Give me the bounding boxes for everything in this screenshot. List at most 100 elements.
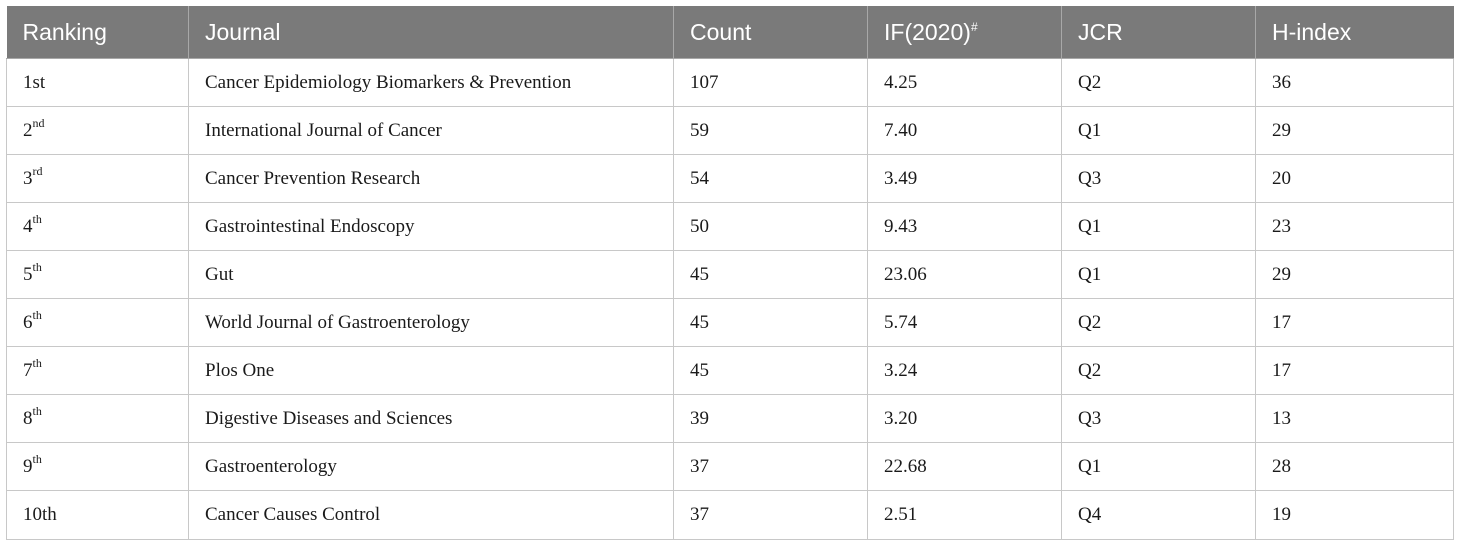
cell-impact-factor: 2.51 — [867, 490, 1062, 540]
table-body: 1st Cancer Epidemiology Biomarkers & Prev… — [6, 58, 1454, 540]
cell-count: 37 — [673, 442, 868, 491]
header-h-index: H-index — [1255, 6, 1454, 59]
table-row: 10th Cancer Causes Control 37 2.51 Q4 19 — [6, 490, 1454, 540]
cell-journal: Gastroenterology — [188, 442, 674, 491]
header-impact-factor-note: # — [970, 19, 978, 34]
ranking-value: 6 — [23, 311, 33, 333]
table-row: 3rd Cancer Prevention Research 54 3.49 Q3 20 — [6, 154, 1454, 203]
ranking-value: 7 — [23, 359, 33, 381]
cell-impact-factor: 23.06 — [867, 250, 1062, 299]
cell-count: 39 — [673, 394, 868, 443]
header-impact-factor-label: IF(2020) — [884, 18, 971, 45]
cell-journal: Plos One — [188, 346, 674, 395]
cell-h-index: 28 — [1255, 442, 1454, 491]
ranking-value: 8 — [23, 407, 33, 429]
cell-h-index: 13 — [1255, 394, 1454, 443]
cell-ranking: 5th — [6, 250, 189, 299]
cell-count: 50 — [673, 202, 868, 251]
cell-jcr: Q2 — [1061, 346, 1256, 395]
cell-ranking: 9th — [6, 442, 189, 491]
cell-journal: Cancer Epidemiology Biomarkers & Prevent… — [188, 58, 674, 107]
ranking-value: 10th — [23, 504, 57, 525]
cell-jcr: Q1 — [1061, 250, 1256, 299]
cell-impact-factor: 5.74 — [867, 298, 1062, 347]
header-jcr: JCR — [1061, 6, 1256, 59]
ranking-suffix: th — [32, 355, 42, 370]
cell-jcr: Q3 — [1061, 154, 1256, 203]
cell-ranking: 8th — [6, 394, 189, 443]
ranking-value: 2 — [23, 119, 33, 141]
cell-jcr: Q2 — [1061, 298, 1256, 347]
table-row: 2nd International Journal of Cancer 59 7.40… — [6, 106, 1454, 155]
cell-count: 45 — [673, 298, 868, 347]
cell-impact-factor: 22.68 — [867, 442, 1062, 491]
cell-ranking: 1st — [6, 58, 189, 107]
cell-h-index: 20 — [1255, 154, 1454, 203]
table-row: 4th Gastrointestinal Endoscopy 50 9.43 Q1 23 — [6, 202, 1454, 251]
cell-jcr: Q1 — [1061, 442, 1256, 491]
cell-ranking: 4th — [6, 202, 189, 251]
table-row: 9th Gastroenterology 37 22.68 Q1 28 — [6, 442, 1454, 491]
cell-h-index: 17 — [1255, 298, 1454, 347]
cell-journal: Cancer Prevention Research — [188, 154, 674, 203]
header-count: Count — [673, 6, 868, 59]
cell-impact-factor: 7.40 — [867, 106, 1062, 155]
cell-journal: Cancer Causes Control — [188, 490, 674, 540]
cell-journal: Gut — [188, 250, 674, 299]
cell-h-index: 29 — [1255, 250, 1454, 299]
ranking-value: 5 — [23, 263, 33, 285]
ranking-suffix: th — [32, 403, 42, 418]
cell-ranking: 2nd — [6, 106, 189, 155]
cell-count: 59 — [673, 106, 868, 155]
cell-journal: Gastrointestinal Endoscopy — [188, 202, 674, 251]
header-row: Ranking Journal Count IF(2020)# JCR H-in… — [6, 6, 1454, 59]
cell-h-index: 19 — [1255, 490, 1454, 540]
cell-h-index: 17 — [1255, 346, 1454, 395]
cell-impact-factor: 3.20 — [867, 394, 1062, 443]
cell-impact-factor: 3.24 — [867, 346, 1062, 395]
ranking-suffix: th — [32, 259, 42, 274]
ranking-value: 4 — [23, 215, 33, 237]
journal-ranking-table: Ranking Journal Count IF(2020)# JCR H-in… — [6, 6, 1454, 540]
header-journal: Journal — [188, 6, 674, 59]
ranking-suffix: th — [32, 451, 42, 466]
header-impact-factor: IF(2020)# — [867, 6, 1062, 59]
cell-count: 45 — [673, 346, 868, 395]
cell-journal: International Journal of Cancer — [188, 106, 674, 155]
cell-h-index: 29 — [1255, 106, 1454, 155]
cell-impact-factor: 3.49 — [867, 154, 1062, 203]
ranking-suffix: rd — [32, 163, 43, 178]
header-ranking: Ranking — [6, 6, 189, 59]
table-row: 6th World Journal of Gastroenterology 45 5.… — [6, 298, 1454, 347]
cell-count: 107 — [673, 58, 868, 107]
ranking-suffix: nd — [32, 115, 45, 130]
ranking-value: 3 — [23, 167, 33, 189]
cell-ranking: 7th — [6, 346, 189, 395]
ranking-suffix: th — [32, 307, 42, 322]
cell-ranking: 3rd — [6, 154, 189, 203]
cell-count: 54 — [673, 154, 868, 203]
cell-count: 45 — [673, 250, 868, 299]
cell-ranking: 6th — [6, 298, 189, 347]
cell-jcr: Q4 — [1061, 490, 1256, 540]
ranking-suffix: th — [32, 211, 42, 226]
ranking-value: 9 — [23, 455, 33, 477]
table-row: 8th Digestive Diseases and Sciences 39 3.20… — [6, 394, 1454, 443]
cell-journal: World Journal of Gastroenterology — [188, 298, 674, 347]
table-row: 7th Plos One 45 3.24 Q2 17 — [6, 346, 1454, 395]
journal-ranking-table-container: Ranking Journal Count IF(2020)# JCR H-in… — [6, 6, 1454, 540]
cell-impact-factor: 4.25 — [867, 58, 1062, 107]
ranking-value: 1st — [23, 71, 46, 93]
cell-journal: Digestive Diseases and Sciences — [188, 394, 674, 443]
table-row: 5th Gut 45 23.06 Q1 29 — [6, 250, 1454, 299]
cell-ranking: 10th — [6, 490, 189, 540]
cell-jcr: Q1 — [1061, 202, 1256, 251]
cell-count: 37 — [673, 490, 868, 540]
cell-jcr: Q3 — [1061, 394, 1256, 443]
cell-jcr: Q2 — [1061, 58, 1256, 107]
cell-h-index: 36 — [1255, 58, 1454, 107]
table-row: 1st Cancer Epidemiology Biomarkers & Prev… — [6, 58, 1454, 107]
cell-jcr: Q1 — [1061, 106, 1256, 155]
cell-impact-factor: 9.43 — [867, 202, 1062, 251]
cell-h-index: 23 — [1255, 202, 1454, 251]
